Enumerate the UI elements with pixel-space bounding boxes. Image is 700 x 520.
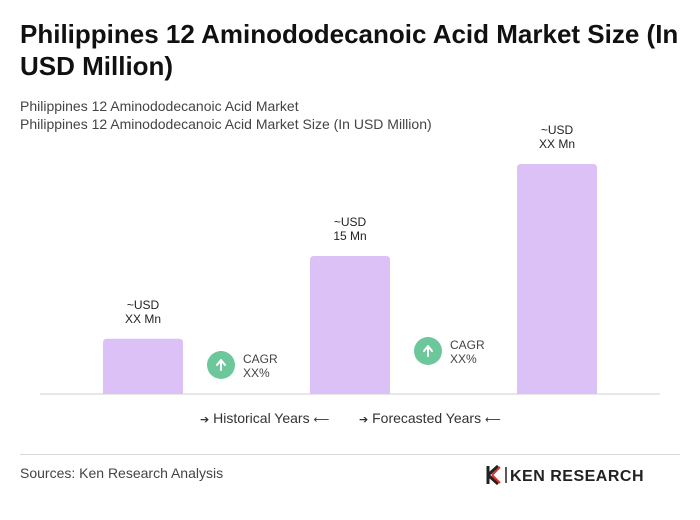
bar-value-label: ~USD	[334, 215, 367, 229]
bar-current	[310, 256, 390, 394]
legend-forecasted-years: ➔ Forecasted Years ⟵	[359, 409, 501, 429]
arrow-left-icon: ⟵	[313, 414, 330, 426]
footer-divider	[20, 454, 680, 455]
arrow-up-icon	[423, 345, 433, 357]
cagr-label: XX%	[243, 366, 270, 380]
legend-historical-years: ➔ Historical Years ⟵	[200, 409, 329, 429]
bar-value-label: XX Mn	[539, 137, 575, 151]
bar-historical	[103, 338, 183, 394]
cagr-label: XX%	[450, 352, 477, 366]
bar-value-label: 15 Mn	[333, 229, 366, 243]
legend-historical-label: Historical Years	[213, 410, 310, 426]
sources-note: Sources: Ken Research Analysis	[20, 465, 224, 481]
chart-subtitle-market: Philippines 12 Aminododecanoic Acid Mark…	[20, 98, 299, 114]
bar-chart: ~USD XX Mn ~USD 15 Mn ~USD XX Mn CAGR XX% CAGR XX…	[40, 123, 660, 395]
cagr-label: CAGR	[450, 338, 485, 352]
bar-value-label: ~USD	[541, 123, 574, 137]
ken-research-logo-icon: KEN RESEARCH	[486, 464, 644, 486]
arrow-right-icon: ➔	[200, 414, 210, 426]
arrow-right-icon: ➔	[359, 414, 369, 426]
cagr-label: CAGR	[243, 352, 278, 366]
bar-forecast	[517, 164, 597, 394]
bar-value-label: XX Mn	[125, 312, 161, 326]
bar-value-label: ~USD	[127, 298, 160, 312]
chart-subtitle-size: Philippines 12 Aminododecanoic Acid Mark…	[20, 116, 432, 132]
logo-text: KEN RESEARCH	[510, 468, 644, 485]
arrow-up-icon	[216, 359, 226, 371]
chart-title: Philippines 12 Aminododecanoic Acid Mark…	[20, 19, 679, 81]
legend-forecasted-label: Forecasted Years	[372, 410, 482, 426]
arrow-left-icon: ⟵	[484, 414, 501, 426]
